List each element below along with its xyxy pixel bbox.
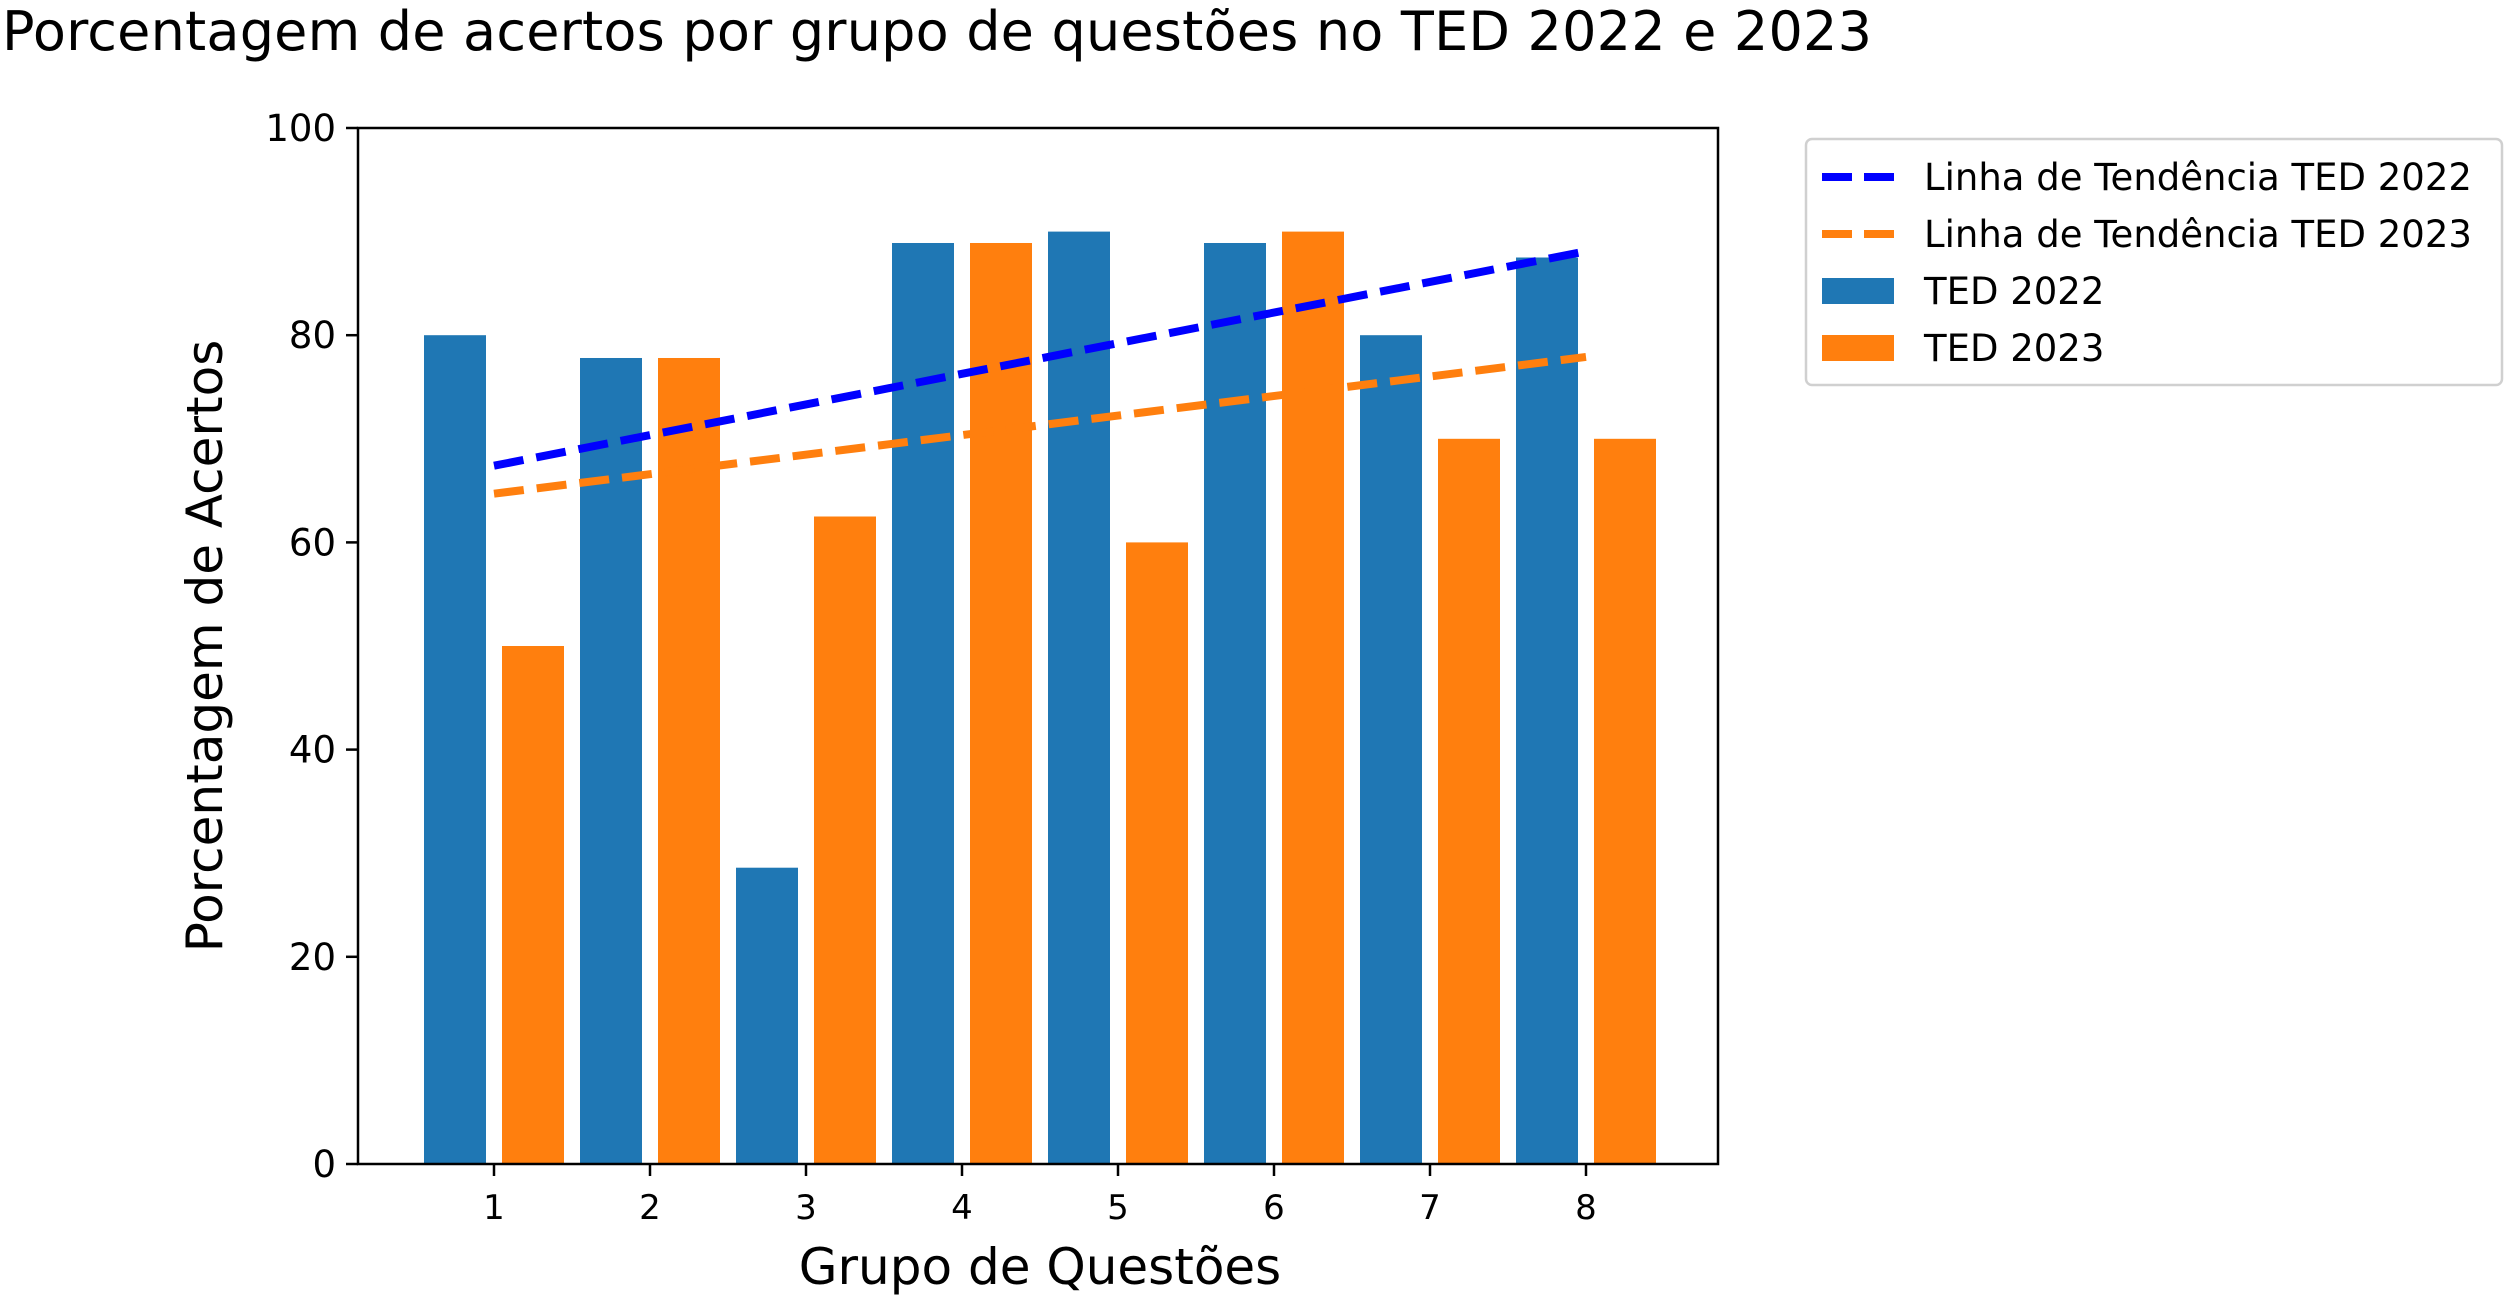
bar-ted-2023-7 — [1438, 438, 1500, 1164]
bar-ted-2022-3 — [736, 867, 798, 1164]
x-tick-label-7: 7 — [1419, 1188, 1441, 1228]
x-tick-label-6: 6 — [1263, 1188, 1285, 1228]
bar-ted-2023-1 — [502, 646, 564, 1164]
bar-ted-2022-1 — [424, 335, 486, 1164]
chart-title: Porcentagem de acertos por grupo de ques… — [2, 0, 1873, 63]
y-axis-ticks: 0 20 40 60 80 100 — [265, 107, 358, 1186]
y-tick-label-100: 100 — [265, 107, 336, 150]
trendline-2022 — [493, 247, 1587, 470]
bar-ted-2022-8 — [1516, 257, 1578, 1164]
y-tick-label-0: 0 — [312, 1143, 336, 1186]
bars-group — [424, 231, 1656, 1165]
y-tick-label-80: 80 — [289, 314, 336, 357]
y-tick-label-60: 60 — [289, 521, 336, 564]
y-tick-label-20: 20 — [289, 936, 336, 979]
y-axis-label: Porcentagem de Acertos — [176, 340, 234, 952]
bar-ted-2023-6 — [1282, 231, 1344, 1165]
legend: Linha de Tendência TED 2022 Linha de Tend… — [1804, 137, 2504, 387]
bar-ted-2022-6 — [1204, 242, 1266, 1165]
bar-ted-2022-5 — [1048, 231, 1110, 1165]
x-tick-label-4: 4 — [951, 1188, 973, 1228]
x-axis-label: Grupo de Questões — [799, 1238, 1281, 1296]
x-tick-label-3: 3 — [795, 1188, 817, 1228]
legend-swatch-ted-2023 — [1822, 335, 1894, 361]
legend-box — [1804, 137, 2504, 387]
bar-ted-2023-8 — [1594, 438, 1656, 1164]
bar-ted-2022-2 — [580, 357, 642, 1164]
x-tick-label-8: 8 — [1575, 1188, 1597, 1228]
y-tick-label-40: 40 — [289, 729, 336, 772]
bar-ted-2023-4 — [970, 242, 1032, 1165]
legend-swatch-ted-2022 — [1822, 278, 1894, 304]
bar-ted-2022-7 — [1360, 335, 1422, 1164]
legend-label-ted-2023: TED 2023 — [1923, 327, 2104, 370]
bar-ted-2022-4 — [892, 242, 954, 1165]
bar-ted-2023-3 — [814, 516, 876, 1164]
x-tick-label-2: 2 — [639, 1188, 661, 1228]
x-tick-label-1: 1 — [483, 1188, 505, 1228]
trendline-2023 — [493, 352, 1587, 498]
legend-label-linha-de-tendência-ted-2022: Linha de Tendência TED 2022 — [1924, 156, 2472, 199]
plot-area-frame — [356, 126, 1720, 1166]
bar-ted-2023-5 — [1126, 542, 1188, 1164]
bar-ted-2023-2 — [658, 357, 720, 1164]
trendlines-group — [493, 247, 1587, 498]
legend-label-ted-2022: TED 2022 — [1923, 270, 2104, 313]
x-axis-ticks: 1 2 3 4 5 6 7 8 — [483, 1164, 1597, 1228]
legend-label-linha-de-tendência-ted-2023: Linha de Tendência TED 2023 — [1924, 213, 2472, 256]
x-tick-label-5: 5 — [1107, 1188, 1129, 1228]
